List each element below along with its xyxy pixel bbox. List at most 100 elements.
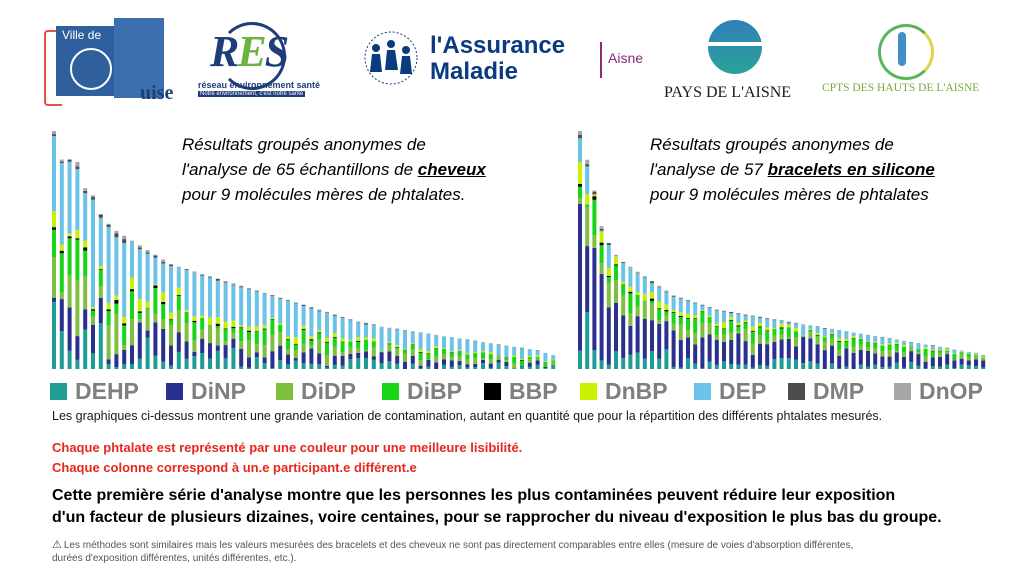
- bar-column: [332, 314, 337, 369]
- bar-segment-dehp: [585, 311, 590, 369]
- bar-segment-dehp: [952, 368, 957, 369]
- bar-segment-dmp: [122, 239, 127, 243]
- bar-segment-dehp: [504, 366, 509, 369]
- bar-segment-didp: [481, 358, 485, 360]
- bar-segment-didp: [512, 363, 517, 369]
- bar-segment-dep: [700, 305, 705, 311]
- bar-segment-dehp: [794, 359, 798, 369]
- bar-segment-dnop: [192, 271, 197, 273]
- bar-segment-bbp: [254, 331, 259, 332]
- legend-label-didp: DiDP: [301, 377, 356, 404]
- bar-segment-bbp: [599, 242, 604, 246]
- bar-segment-dinp: [535, 360, 540, 365]
- bar-segment-dinp: [858, 350, 863, 365]
- bar-segment-dmp: [169, 264, 173, 267]
- bar-segment-dehp: [650, 351, 654, 369]
- bar-segment-didp: [923, 356, 928, 362]
- bar-segment-bbp: [161, 301, 166, 305]
- bar-segment-dep: [693, 303, 698, 316]
- hair-chart: [52, 131, 556, 369]
- bar-segment-dnbp: [75, 230, 80, 239]
- bar-segment-bbp: [106, 309, 111, 312]
- bar-column: [130, 240, 134, 369]
- bar-segment-dehp: [945, 364, 950, 369]
- bar-segment-dnbp: [650, 292, 654, 299]
- bar-segment-dnop: [52, 131, 56, 135]
- bar-segment-didp: [794, 337, 798, 347]
- bar-column: [844, 331, 849, 369]
- bar-segment-dep: [169, 266, 173, 313]
- bar-segment-bbp: [449, 352, 454, 353]
- bar-segment-dibp: [301, 329, 306, 344]
- bar-segment-dnbp: [801, 335, 806, 337]
- bar-segment-dnop: [743, 314, 748, 316]
- bar-segment-dep: [916, 343, 921, 350]
- bar-segment-dep: [364, 324, 368, 338]
- bar-segment-dinp: [387, 351, 392, 362]
- bar-column: [184, 269, 189, 369]
- bar-segment-dehp: [247, 367, 251, 369]
- bar-segment-dehp: [527, 366, 532, 369]
- bar-segment-dnbp: [293, 337, 298, 344]
- bar-segment-didp: [52, 257, 56, 298]
- bar-segment-dibp: [671, 312, 676, 324]
- bar-segment-dibp: [231, 328, 236, 333]
- bar-segment-dibp: [239, 328, 244, 342]
- bar-segment-dep: [332, 315, 337, 334]
- bar-segment-dnbp: [145, 301, 150, 308]
- bar-segment-dmp: [786, 322, 791, 324]
- bar-segment-dibp: [551, 360, 556, 362]
- bar-segment-dehp: [309, 363, 314, 369]
- bar-segment-dinp: [887, 356, 892, 367]
- bar-segment-dnop: [578, 131, 582, 135]
- assurance-logo-line2: Maladie: [430, 58, 519, 85]
- bar-segment-dibp: [592, 199, 597, 236]
- bar-segment-dibp: [83, 250, 88, 277]
- bar-segment-dibp: [966, 353, 971, 358]
- legend-item-dehp: DEHP: [50, 376, 139, 406]
- bar-segment-didp: [772, 335, 777, 342]
- bar-segment-dep: [426, 334, 431, 352]
- bar-segment-dibp: [635, 294, 640, 307]
- bar-segment-dibp: [938, 350, 942, 353]
- bar-segment-dibp: [837, 341, 842, 350]
- bar-segment-dinp: [426, 359, 431, 367]
- bar-segment-dmp: [239, 286, 244, 288]
- bar-segment-dep: [974, 352, 978, 355]
- bar-segment-bbp: [137, 311, 142, 313]
- bar-segment-dnop: [114, 230, 119, 234]
- bar-segment-dnop: [106, 223, 111, 225]
- bar-segment-didp: [916, 352, 921, 355]
- bar-segment-didp: [59, 292, 64, 300]
- bar-segment-didp: [504, 360, 509, 362]
- bar-segment-dinp: [59, 299, 64, 332]
- bar-segment-dinp: [410, 355, 415, 364]
- bar-segment-dnbp: [535, 355, 540, 357]
- bar-segment-dnbp: [301, 325, 306, 329]
- bar-segment-dnop: [664, 290, 669, 293]
- bar-segment-dnbp: [340, 338, 345, 342]
- bar-segment-dehp: [91, 353, 95, 369]
- legend-label-dnop: DnOP: [919, 377, 983, 404]
- bar-segment-dibp: [959, 352, 964, 355]
- bar-column: [153, 254, 158, 369]
- bar-column: [678, 297, 683, 369]
- bar-segment-dinp: [779, 339, 784, 359]
- bar-column: [765, 318, 770, 369]
- bar-segment-didp: [959, 354, 964, 359]
- bar-segment-dinp: [758, 343, 762, 366]
- bar-segment-dehp: [481, 363, 485, 369]
- legend-swatch-bbp: [484, 382, 501, 400]
- bar-column: [325, 311, 329, 369]
- bar-segment-dibp: [887, 344, 892, 351]
- bar-segment-dinp: [657, 323, 662, 359]
- bar-segment-dinp: [208, 343, 212, 359]
- bar-segment-dnbp: [628, 286, 633, 292]
- bar-segment-didp: [700, 323, 705, 338]
- bar-column: [866, 334, 870, 369]
- bar-segment-dep: [794, 323, 798, 328]
- bar-segment-dehp: [161, 361, 166, 369]
- bar-segment-didp: [551, 361, 556, 366]
- bar-segment-dibp: [91, 310, 95, 317]
- bar-column: [403, 330, 407, 369]
